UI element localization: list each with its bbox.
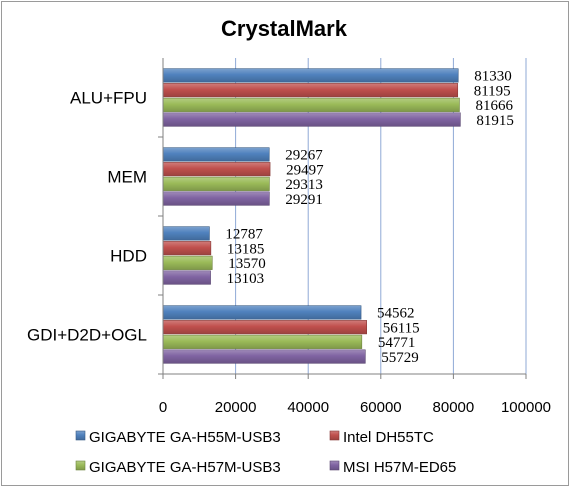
legend-label: GIGABYTE GA-H57M-USB3 [89, 459, 281, 476]
x-tick-label: 20000 [215, 399, 257, 416]
chart-title: CrystalMark [221, 16, 348, 41]
bar [162, 334, 363, 349]
category-label: ALU+FPU [70, 89, 147, 108]
bar [162, 68, 459, 83]
bar [162, 162, 271, 177]
data-label: 81915 [476, 113, 514, 129]
data-label: 29497 [286, 162, 324, 178]
legend-label: MSI H57M-ED65 [343, 459, 456, 476]
data-label: 81666 [475, 98, 513, 114]
bar [162, 255, 213, 270]
category-label: GDI+D2D+OGL [27, 326, 147, 345]
legend-swatch [75, 460, 86, 471]
category-label: MEM [107, 168, 147, 187]
x-tick-label: 100000 [501, 399, 551, 416]
bar [162, 320, 367, 335]
data-label: 54562 [377, 306, 415, 322]
legend-swatch [329, 460, 340, 471]
x-tick-label: 0 [159, 399, 167, 416]
bar [162, 97, 460, 112]
bar [162, 305, 362, 320]
bar [162, 147, 270, 162]
data-label: 29267 [285, 148, 323, 164]
data-label: 81330 [474, 69, 512, 85]
data-label: 54771 [378, 335, 416, 351]
bars [162, 68, 461, 364]
data-label: 81195 [474, 83, 511, 99]
bar [162, 191, 270, 206]
axes [158, 58, 527, 379]
bar [162, 226, 210, 241]
data-label: 56115 [383, 320, 420, 336]
data-label: 12787 [225, 227, 263, 243]
legend-label: GIGABYTE GA-H55M-USB3 [89, 429, 281, 446]
bar [162, 270, 211, 285]
data-label: 29313 [285, 177, 323, 193]
data-label: 29291 [285, 192, 323, 208]
x-tick-label: 40000 [287, 399, 329, 416]
data-label: 13103 [227, 271, 265, 287]
data-label: 55729 [381, 350, 419, 366]
data-label: 13570 [228, 256, 266, 272]
legend-swatch [329, 430, 340, 441]
legend-label: Intel DH55TC [343, 429, 434, 446]
x-tick-label: 80000 [433, 399, 475, 416]
data-label: 13185 [227, 241, 265, 257]
legend: GIGABYTE GA-H55M-USB3 Intel DH55TC GIGABYT… [75, 429, 456, 476]
labels: 0 20000 40000 60000 80000 100000ALU+FPU813308… [27, 69, 551, 416]
bar [162, 176, 270, 191]
category-label: HDD [110, 247, 147, 266]
bar [162, 241, 212, 256]
bar [162, 112, 461, 127]
legend-swatch [75, 430, 86, 441]
x-tick-label: 60000 [360, 399, 402, 416]
bar [162, 349, 366, 364]
bar [162, 83, 459, 98]
